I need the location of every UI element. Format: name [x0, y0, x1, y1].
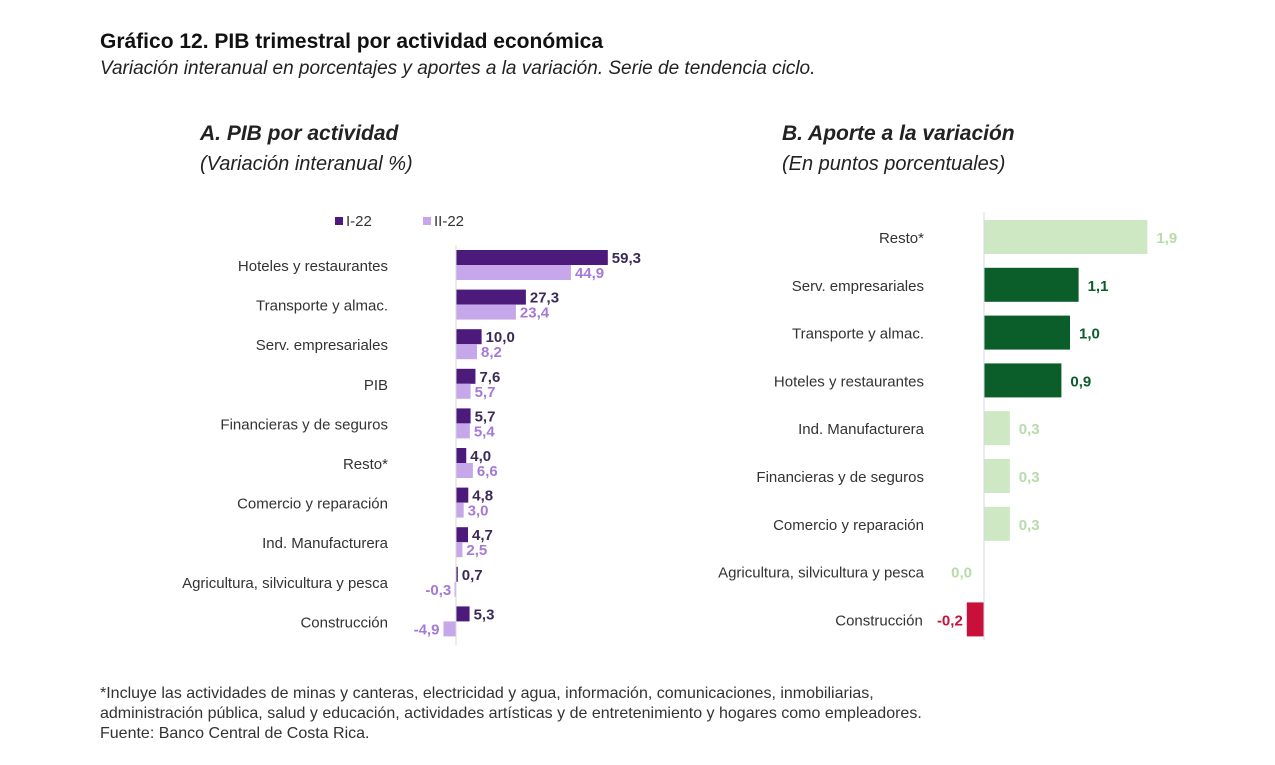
chart-b-category-hoteles-y-restaurantes: Hoteles y restaurantes [774, 373, 924, 390]
chart-a-bar-i-22-agricultura-silvicultura-y-pesca [456, 566, 458, 582]
panel-a-title: A. PIB por actividad [200, 122, 399, 145]
chart-b-category-serv-empresariales: Serv. empresariales [792, 278, 924, 295]
chart-a-label-ii-22-hoteles-y-restaurantes: 44,9 [575, 265, 604, 282]
chart-a-bar-i-22-financieras-y-de-seguros [456, 408, 471, 424]
legend-label-ii-22: II-22 [434, 213, 464, 230]
chart-b-label-ind-manufacturera: 0,3 [1019, 421, 1040, 438]
chart-a-bar-ii-22-resto [456, 463, 473, 478]
chart-a-label-i-22-ind-manufacturera: 4,7 [472, 527, 493, 544]
panel-b-title: B. Aporte a la variación [782, 122, 1015, 145]
chart-a-label-ii-22-ind-manufacturera: 2,5 [466, 542, 487, 559]
chart-b-bar-comercio-y-reparacion [984, 506, 1010, 541]
chart-a-bar-ii-22-pib [456, 383, 471, 399]
chart-b-label-construccion: -0,2 [937, 612, 963, 629]
chart-a-label-ii-22-pib: 5,7 [475, 384, 496, 401]
legend-label-i-22: I-22 [346, 213, 372, 230]
chart-a-category-transporte-y-almac: Transporte y almac. [256, 298, 388, 315]
chart-a-bar-i-22-hoteles-y-restaurantes [456, 250, 608, 265]
chart-b-label-resto: 1,9 [1156, 230, 1177, 247]
chart-a-label-ii-22-transporte-y-almac: 23,4 [520, 305, 550, 322]
chart-title: Gráfico 12. PIB trimestral por actividad… [100, 30, 604, 53]
chart-a-bar-i-22-resto [456, 448, 467, 463]
chart-b-bar-transporte-y-almac [984, 315, 1070, 350]
chart-a-category-resto: Resto* [343, 456, 388, 473]
chart-a-bar-i-22-transporte-y-almac [456, 289, 526, 305]
chart-a-label-i-22-agricultura-silvicultura-y-pesca: 0,7 [462, 567, 483, 584]
chart-a-label-ii-22-agricultura-silvicultura-y-pesca: -0,3 [425, 582, 451, 599]
chart-b-category-construccion: Construcción [835, 612, 923, 629]
chart-b-category-agricultura-silvicultura-y-pesca: Agricultura, silvicultura y pesca [718, 565, 925, 582]
chart-a-bar-i-22-construccion [456, 606, 470, 622]
footnote-line-1: *Incluye las actividades de minas y cant… [100, 685, 874, 702]
chart-a-label-ii-22-serv-empresariales: 8,2 [481, 344, 502, 361]
chart-a-category-hoteles-y-restaurantes: Hoteles y restaurantes [238, 258, 388, 275]
chart-b-bar-serv-empresariales [984, 267, 1079, 302]
chart-b-bar-financieras-y-de-seguros [984, 459, 1010, 493]
chart-a-bar-ii-22-ind-manufacturera [456, 542, 463, 558]
chart-a-legend: I-22 II-22 [335, 213, 464, 230]
chart-b-bar-ind-manufacturera [984, 411, 1010, 446]
chart-a-bar-ii-22-transporte-y-almac [456, 304, 516, 320]
chart-a-category-ind-manufacturera: Ind. Manufacturera [262, 535, 389, 552]
chart-a-bar-i-22-pib [456, 368, 476, 384]
chart-b-label-comercio-y-reparacion: 0,3 [1019, 517, 1040, 534]
chart-b-category-resto: Resto* [879, 230, 924, 247]
chart-a-label-ii-22-financieras-y-de-seguros: 5,4 [474, 423, 496, 440]
chart-a-bar-i-22-serv-empresariales [456, 329, 482, 345]
chart-b-label-agricultura-silvicultura-y-pesca: 0,0 [951, 565, 972, 582]
panel-b-subtitle: (En puntos porcentuales) [782, 153, 1006, 175]
chart-b-category-financieras-y-de-seguros: Financieras y de seguros [756, 469, 924, 486]
chart-b-bar-hoteles-y-restaurantes [984, 363, 1062, 398]
footnote: *Incluye las actividades de minas y cant… [100, 684, 1180, 744]
chart-b-bar-construccion [966, 602, 984, 637]
chart-b-bar-resto [984, 220, 1148, 254]
chart-b-label-transporte-y-almac: 1,0 [1079, 326, 1100, 343]
chart-b-label-serv-empresariales: 1,1 [1088, 278, 1109, 295]
chart-a-label-i-22-hoteles-y-restaurantes: 59,3 [612, 250, 641, 267]
chart-b-category-ind-manufacturera: Ind. Manufacturera [798, 421, 925, 438]
chart-a-label-i-22-financieras-y-de-seguros: 5,7 [475, 408, 496, 425]
chart-a-bar-ii-22-serv-empresariales [456, 344, 477, 360]
chart-a-category-serv-empresariales: Serv. empresariales [256, 337, 388, 354]
chart-a-label-i-22-pib: 7,6 [479, 369, 500, 386]
chart-b-label-hoteles-y-restaurantes: 0,9 [1070, 373, 1091, 390]
chart-a-bar-ii-22-comercio-y-reparacion [456, 502, 464, 518]
chart-a-label-i-22-resto: 4,0 [470, 448, 491, 465]
chart-a-category-comercio-y-reparacion: Comercio y reparación [237, 496, 388, 513]
chart-a-category-agricultura-silvicultura-y-pesca: Agricultura, silvicultura y pesca [182, 575, 389, 592]
chart-a-label-i-22-transporte-y-almac: 27,3 [530, 290, 559, 307]
chart-subtitle: Variación interanual en porcentajes y ap… [100, 58, 816, 79]
chart-a-label-i-22-comercio-y-reparacion: 4,8 [472, 488, 493, 505]
chart-a-category-financieras-y-de-seguros: Financieras y de seguros [220, 416, 388, 433]
footnote-source: Fuente: Banco Central de Costa Rica. [100, 725, 370, 742]
chart-b-aporte-variacion: Resto* Serv. empresariales Transporte y al… [718, 212, 1177, 640]
legend-swatch-i-22 [335, 217, 343, 225]
chart-b-category-transporte-y-almac: Transporte y almac. [792, 326, 924, 343]
chart-a-label-ii-22-comercio-y-reparacion: 3,0 [468, 503, 489, 520]
chart-a-bar-i-22-ind-manufacturera [456, 527, 469, 543]
chart-a-bar-ii-22-financieras-y-de-seguros [456, 423, 470, 439]
chart-a-category-construccion: Construcción [300, 614, 388, 631]
chart-a-label-ii-22-resto: 6,6 [477, 463, 498, 480]
footnote-line-2: administración pública, salud y educació… [100, 705, 922, 722]
chart-a-label-ii-22-construccion: -4,9 [414, 621, 440, 638]
chart-a-bar-ii-22-hoteles-y-restaurantes [456, 265, 571, 280]
chart-a-label-i-22-serv-empresariales: 10,0 [486, 329, 515, 346]
panel-a-subtitle: (Variación interanual %) [200, 153, 413, 175]
chart-b-category-comercio-y-reparacion: Comercio y reparación [773, 517, 924, 534]
chart-a-pib-por-actividad: I-22 II-22 Hoteles y restaurantes Transpo… [182, 213, 641, 645]
chart-a-bar-i-22-comercio-y-reparacion [456, 487, 469, 503]
chart-a-category-pib: PIB [364, 377, 388, 394]
chart-a-bar-ii-22-construccion [443, 621, 456, 637]
chart-b-label-financieras-y-de-seguros: 0,3 [1019, 469, 1040, 486]
chart-a-bar-ii-22-agricultura-silvicultura-y-pesca [454, 581, 456, 597]
legend-swatch-ii-22 [423, 217, 431, 225]
chart-a-label-i-22-construccion: 5,3 [474, 606, 495, 623]
